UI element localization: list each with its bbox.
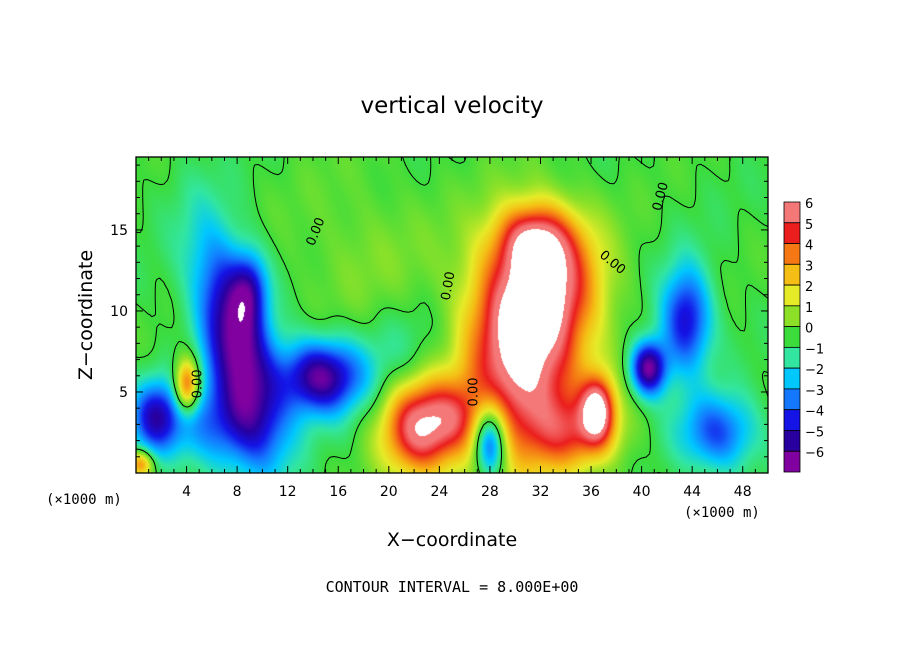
- colorbar-swatch: [783, 201, 801, 224]
- heatmap-canvas: [136, 157, 768, 473]
- colorbar-swatch: [783, 409, 801, 431]
- colorbar-label: 4: [805, 239, 813, 254]
- contour-interval-text: CONTOUR INTERVAL = 8.000E+00: [326, 578, 579, 596]
- contour-label: 0.00: [466, 377, 481, 406]
- colorbar: 6 5 4 3 2 1 0 −1 −2 −3 −4 −5 −6: [783, 197, 824, 473]
- colorbar-swatch: [783, 346, 801, 369]
- y-tick-label: 10: [110, 304, 128, 320]
- contour-label: 0.00: [650, 181, 672, 213]
- contour-label: 0.00: [191, 369, 206, 398]
- colorbar-swatch: [783, 243, 801, 265]
- colorbar-label: 3: [805, 259, 813, 274]
- x-tick-label: 12: [279, 484, 297, 500]
- x-tick-label: 40: [633, 484, 651, 500]
- colorbar-label: 6: [805, 197, 813, 212]
- x-tick-label: 44: [683, 484, 701, 500]
- x-tick-label: 32: [532, 484, 550, 500]
- y-tick-label: 15: [110, 223, 128, 239]
- x-tick-label: 24: [430, 484, 448, 500]
- colorbar-label: −4: [805, 405, 824, 420]
- x-tick-label: 8: [233, 484, 242, 500]
- colorbar-swatch: [783, 367, 801, 390]
- plot-area: 0.000.000.00 0.000.000.00: [135, 156, 769, 474]
- x-tick-label: 16: [329, 484, 347, 500]
- chart-title: vertical velocity: [361, 93, 544, 119]
- y-unit-label: (×1000 m): [46, 492, 122, 508]
- zero-contour-line: [135, 156, 769, 474]
- colorbar-swatch: [783, 450, 801, 473]
- colorbar-swatch: [783, 263, 801, 286]
- colorbar-swatch: [783, 284, 801, 307]
- colorbar-label: −2: [805, 363, 824, 378]
- y-axis-label: Z−coordinate: [75, 250, 97, 380]
- x-axis-label: X−coordinate: [387, 529, 517, 551]
- colorbar-swatch: [783, 326, 801, 348]
- zero-contours: [135, 156, 769, 474]
- colorbar-swatch: [783, 430, 801, 452]
- y-axis: 5 10 15: [110, 164, 768, 458]
- colorbar-label: 1: [805, 301, 813, 316]
- x-tick-label: 48: [734, 484, 752, 500]
- contour-label: 0.00: [439, 270, 459, 301]
- colorbar-label: 5: [805, 218, 813, 233]
- colorbar-label: −5: [805, 425, 824, 440]
- colorbar-swatch: [783, 305, 801, 328]
- colorbar-label: 0: [805, 322, 813, 337]
- x-tick-label: 28: [481, 484, 499, 500]
- x-unit-label: (×1000 m): [684, 505, 760, 521]
- colorbar-swatch: [783, 388, 801, 411]
- x-tick-label: 4: [182, 484, 191, 500]
- colorbar-label: −6: [805, 446, 824, 461]
- colorbar-label: −1: [805, 342, 824, 357]
- x-tick-label: 20: [380, 484, 398, 500]
- x-axis: 4 8 12 16 20 24 28 32 36 40 44 48: [148, 157, 756, 500]
- colorbar-label: −3: [805, 384, 824, 399]
- x-tick-label: 36: [582, 484, 600, 500]
- y-tick-label: 5: [119, 385, 128, 401]
- colorbar-swatch: [783, 222, 801, 244]
- colorbar-label: 2: [805, 280, 813, 295]
